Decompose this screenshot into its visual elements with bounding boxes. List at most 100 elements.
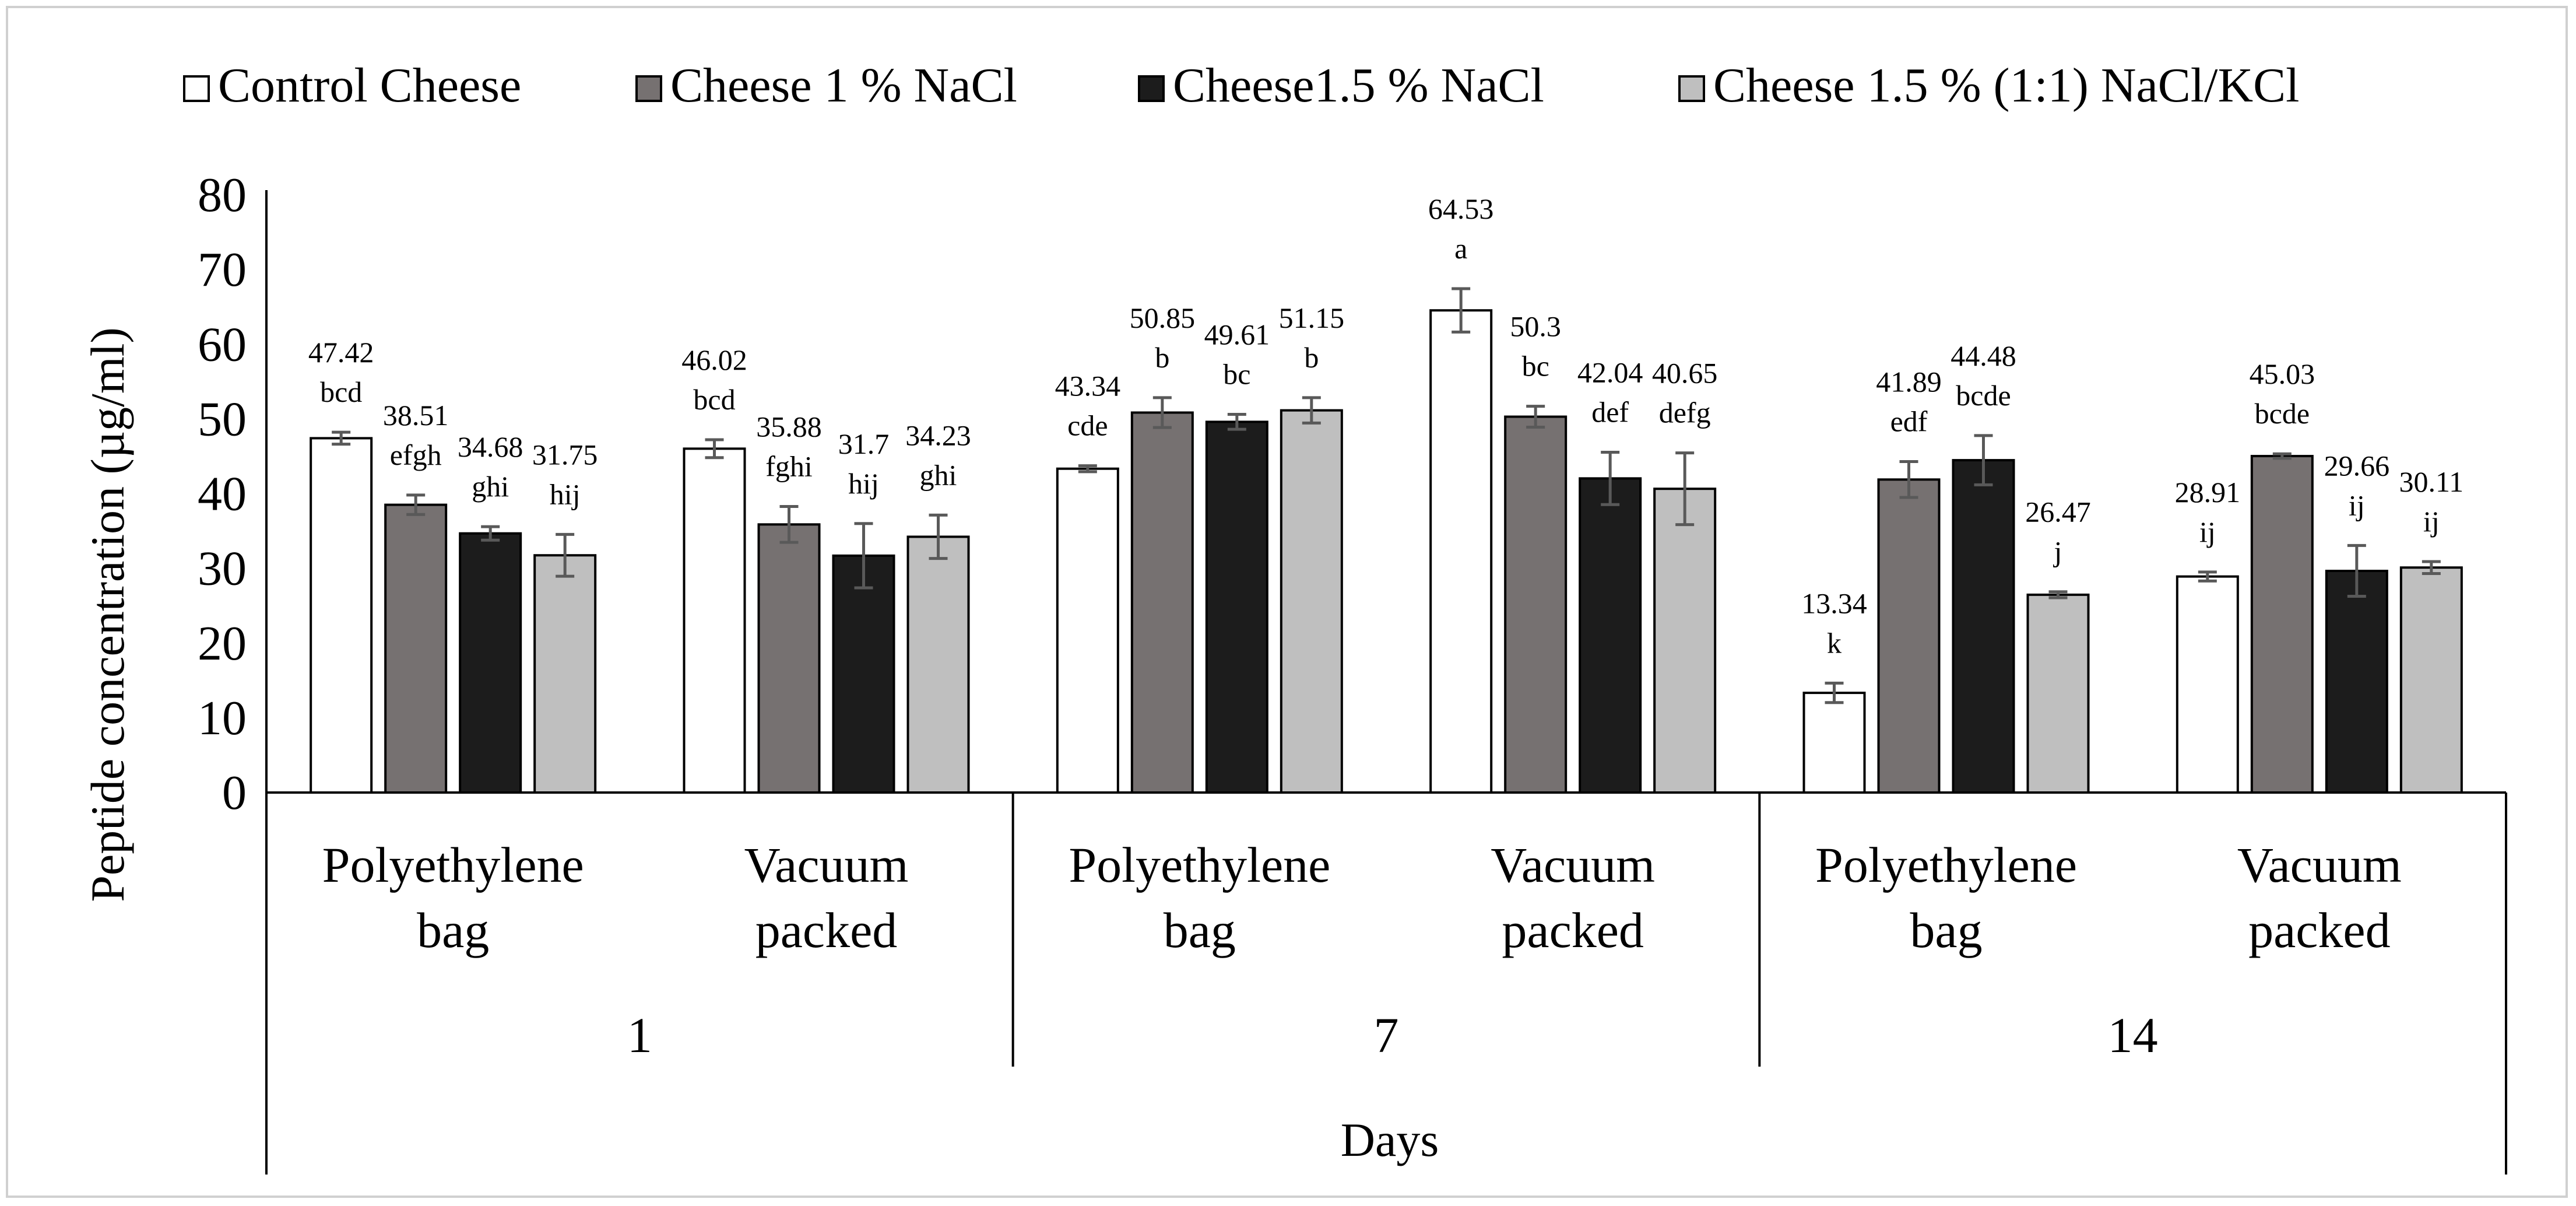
x-category-label: bag	[417, 902, 489, 958]
y-tick-label: 50	[198, 392, 247, 446]
data-label-value: 51.15	[1279, 302, 1345, 334]
x-category-label: bag	[1910, 902, 1982, 958]
y-axis: 0 10 20 30 40 50 60 70 80	[198, 168, 268, 820]
data-label-value: 44.48	[1951, 339, 2016, 372]
data-label-letters: hij	[848, 467, 879, 500]
data-label-value: 31.7	[838, 427, 890, 460]
x-category-label: Vacuum	[744, 837, 909, 893]
x-category-label: packed	[2248, 902, 2391, 958]
x-category-label: Polyethylene	[1069, 837, 1330, 893]
y-tick-label: 80	[198, 168, 247, 222]
bar	[2250, 455, 2314, 794]
bar	[2176, 575, 2239, 794]
y-tick-label: 10	[198, 691, 247, 745]
bar	[683, 447, 746, 794]
y-tick-label: 40	[198, 467, 247, 521]
data-label-letters: bc	[1223, 358, 1250, 391]
y-axis-label: Peptide concentration (µg/ml)	[81, 327, 134, 902]
data-label-value: 34.68	[458, 430, 523, 463]
data-label-value: 30.11	[2399, 465, 2464, 498]
x-category-label: Vacuum	[1491, 837, 1655, 893]
data-label-letters: a	[1454, 232, 1467, 265]
legend-swatch	[1678, 75, 1705, 102]
data-label-letters: hij	[550, 478, 581, 510]
bar	[1429, 309, 1493, 794]
data-label-letters: bc	[1522, 350, 1549, 383]
chart-frame: Control Cheese Cheese 1 % NaCl Cheese1.5 %…	[6, 6, 2568, 1198]
bar	[1205, 420, 1268, 794]
x-category-label: packed	[1502, 902, 1644, 958]
data-label-value: 13.34	[1801, 587, 1867, 619]
data-label-letters: cde	[1067, 409, 1108, 442]
bar	[533, 554, 597, 794]
legend-swatch	[635, 75, 662, 102]
data-label-letters: edf	[1890, 405, 1928, 438]
bar	[1579, 477, 1642, 794]
data-label-value: 26.47	[2025, 496, 2091, 528]
data-label-letters: b	[1155, 341, 1169, 374]
bar	[757, 523, 821, 794]
bar	[1877, 478, 1941, 794]
data-label-letters: ghi	[920, 458, 957, 491]
bar	[1280, 409, 1343, 794]
x-day-label: 1	[627, 1007, 652, 1063]
x-category-label: bag	[1164, 902, 1236, 958]
legend-swatch	[1138, 75, 1165, 102]
bar	[2026, 593, 2090, 794]
data-label-letters: ij	[2423, 505, 2440, 538]
bars: 47.42 bcd 46.02 bcd 43.34 cde 64.53 a 13.34 k 28.9…	[308, 192, 2464, 794]
bar	[1130, 411, 1194, 794]
data-label-value: 49.61	[1204, 318, 1270, 351]
data-label-value: 43.34	[1055, 370, 1121, 402]
data-label-value: 41.89	[1876, 366, 1942, 398]
x-category-label: Polyethylene	[322, 837, 584, 893]
data-label-value: 40.65	[1652, 357, 1718, 390]
data-label-letters: bcd	[320, 376, 362, 408]
y-tick-label: 70	[198, 243, 247, 297]
legend-label: Control Cheese	[218, 58, 521, 113]
bar	[1653, 488, 1717, 794]
x-category-label: Polyethylene	[1815, 837, 2077, 893]
y-tick-label: 20	[198, 616, 247, 671]
data-label-letters: defg	[1659, 397, 1711, 429]
y-tick-label: 60	[198, 317, 247, 371]
bar	[1952, 459, 2015, 794]
bar	[459, 532, 522, 794]
bar	[1802, 692, 1866, 794]
bar-chart: Control Cheese Cheese 1 % NaCl Cheese1.5 %…	[81, 58, 2507, 1175]
data-label-value: 29.66	[2324, 449, 2390, 482]
legend-label: Cheese1.5 % NaCl	[1173, 58, 1544, 113]
data-label-value: 64.53	[1428, 192, 1494, 225]
data-label-letters: ij	[2349, 489, 2365, 521]
data-label-letters: b	[1304, 341, 1319, 374]
bar	[310, 437, 373, 794]
bar	[384, 503, 448, 794]
data-label-value: 28.91	[2175, 476, 2241, 509]
data-label-letters: k	[1827, 626, 1841, 659]
data-label-value: 46.02	[681, 343, 747, 376]
x-day-label: 14	[2108, 1007, 2158, 1063]
x-category-label: packed	[755, 902, 898, 958]
data-label-value: 50.85	[1130, 302, 1196, 334]
bar	[1056, 467, 1119, 794]
bar	[2399, 566, 2463, 794]
data-label-value: 50.3	[1510, 310, 1561, 343]
data-label-letters: bcde	[2255, 397, 2310, 430]
data-label-value: 38.51	[383, 399, 449, 432]
data-label-letters: fghi	[765, 450, 813, 483]
bar	[906, 535, 970, 794]
data-label-letters: j	[2053, 535, 2062, 568]
x-axis: Polyethylene bag Vacuum packed 1 Polyethylene…	[265, 791, 2507, 1175]
data-label-value: 42.04	[1577, 356, 1643, 389]
data-label-value: 47.42	[308, 336, 374, 369]
data-label-letters: bcde	[1956, 379, 2011, 412]
data-label-letters: bcd	[693, 383, 735, 416]
bar	[832, 554, 895, 794]
data-label-letters: def	[1591, 396, 1629, 429]
x-axis-label: Days	[1341, 1113, 1439, 1166]
legend-swatch	[183, 75, 210, 102]
legend: Control Cheese Cheese 1 % NaCl Cheese1.5 %…	[183, 58, 2300, 113]
data-label-letters: efgh	[390, 439, 442, 471]
bar	[2325, 569, 2388, 794]
data-label-value: 35.88	[756, 411, 822, 443]
